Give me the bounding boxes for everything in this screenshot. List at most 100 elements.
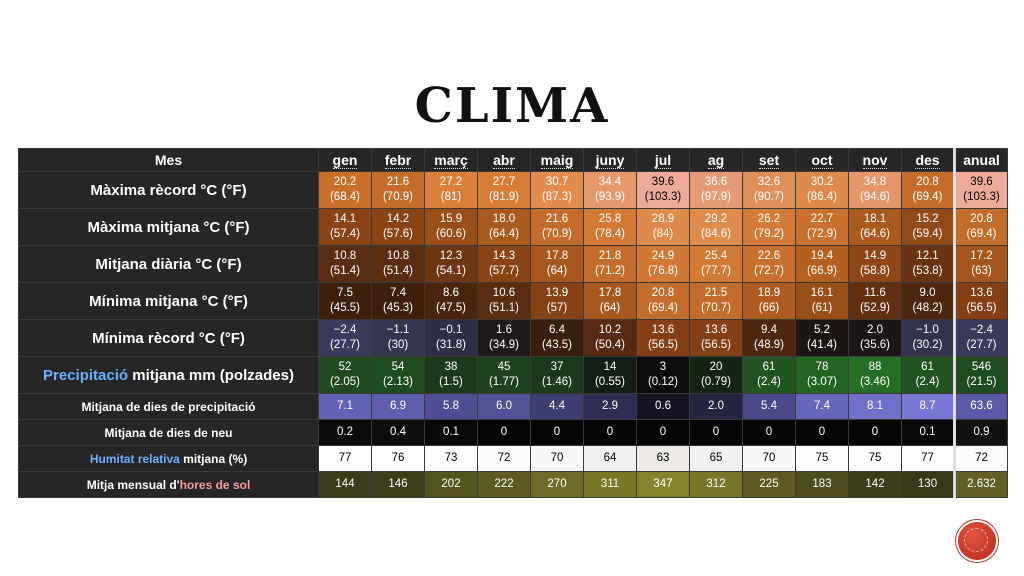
month-header[interactable]: set (742, 148, 796, 172)
month-link[interactable]: nov (862, 152, 888, 169)
table-row: Mitja mensual d'hores de sol 144 146 202 222… (18, 471, 1008, 498)
cell-secondary-value: (57.7) (488, 265, 520, 277)
cell-value: 130 (917, 478, 938, 490)
cell-value: 77 (338, 452, 352, 464)
month-link[interactable]: gen (332, 152, 358, 169)
month-link[interactable]: març (434, 152, 468, 169)
month-header[interactable]: des (901, 148, 955, 172)
month-cell: 34.4 (93.9) (583, 171, 637, 209)
cell-value: 183 (812, 478, 832, 490)
cell-secondary-value: (2.4) (915, 376, 940, 388)
month-cell: 63 (636, 445, 690, 472)
cell-value: 0.6 (655, 400, 671, 412)
month-cell: 70 (742, 445, 796, 472)
cell-value: 25.8 (598, 213, 622, 225)
cell-secondary-value: (77.7) (700, 265, 732, 277)
cell-secondary-value: (72.9) (806, 228, 838, 240)
row-label-link[interactable]: hores de sol (179, 477, 251, 492)
cell-secondary-value: (86.4) (806, 191, 838, 203)
month-header[interactable]: nov (848, 148, 902, 172)
cell-secondary-value: (56.5) (966, 302, 997, 314)
month-cell: 21.6 (70.9) (371, 171, 425, 209)
month-header[interactable]: juny (583, 148, 637, 172)
cell-value: 75 (868, 452, 882, 464)
cell-value: 15.2 (916, 213, 939, 225)
cell-value: 2.632 (967, 478, 996, 490)
month-link[interactable]: set (758, 152, 780, 169)
cell-secondary-value: (34.9) (488, 339, 520, 351)
month-cell: 45 (1.77) (477, 356, 531, 394)
annual-cell: 17.2 (63) (953, 245, 1008, 283)
month-cell: 78 (3.07) (795, 356, 849, 394)
cell-value: 7.4 (814, 400, 830, 412)
row-label-text: Màxima rècord °C (°F) (90, 181, 247, 199)
month-cell: 18.9 (66) (742, 282, 796, 320)
cell-value: 6.4 (549, 324, 565, 336)
cell-secondary-value: (72.7) (753, 265, 785, 277)
month-header[interactable]: abr (477, 148, 531, 172)
cell-secondary-value: (56.5) (700, 339, 732, 351)
table-row: Màxima mitjana °C (°F) 14.1 (57.4) 14.2 (57.… (18, 208, 1008, 246)
month-header[interactable]: oct (795, 148, 849, 172)
annual-cell: 39.6 (103.3) (953, 171, 1008, 209)
month-header[interactable]: gen (318, 148, 372, 172)
table-row: Precipitació mitjana mm (polzades) 52 (2.0… (18, 356, 1008, 394)
cell-value: 65 (709, 452, 723, 464)
month-cell: 30.7 (87.3) (530, 171, 584, 209)
navigation-button[interactable] (958, 522, 996, 560)
month-cell: 14.9 (58.8) (848, 245, 902, 283)
month-cell: 73 (424, 445, 478, 472)
month-header[interactable]: març (424, 148, 478, 172)
month-cell: 0.1 (424, 419, 478, 446)
cell-secondary-value: (2.13) (382, 376, 414, 388)
cell-value: 24.9 (651, 250, 675, 262)
row-label-text: Mínima rècord °C (°F) (92, 329, 245, 347)
month-cell: 11.6 (52.9) (848, 282, 902, 320)
cell-value: 20.8 (970, 213, 993, 225)
cell-secondary-value: (78.4) (594, 228, 626, 240)
month-link[interactable]: abr (493, 152, 515, 169)
month-cell: 6.9 (371, 393, 425, 420)
month-header[interactable]: ag (689, 148, 743, 172)
month-cell: 20.2 (68.4) (318, 171, 372, 209)
month-cell: 4.4 (530, 393, 584, 420)
month-cell: 0 (636, 419, 690, 446)
row-label-text[interactable]: Precipitació (43, 366, 129, 384)
row-label-text[interactable]: Humitat relativa (89, 451, 180, 466)
cell-secondary-value: (84) (652, 228, 674, 240)
cell-value: 17.2 (970, 250, 993, 262)
month-link[interactable]: ag (707, 152, 725, 169)
cell-value: 26.2 (757, 213, 781, 225)
month-header[interactable]: jul (636, 148, 690, 172)
month-link[interactable]: febr (384, 152, 412, 169)
cell-value: −0.1 (439, 324, 463, 336)
month-link[interactable]: maig (540, 152, 574, 169)
circle-icon (964, 528, 988, 552)
month-cell: 14.2 (57.6) (371, 208, 425, 246)
cell-secondary-value: (69.4) (912, 191, 943, 203)
month-header[interactable]: febr (371, 148, 425, 172)
month-cell: 21.5 (70.7) (689, 282, 743, 320)
month-cell: 64 (583, 445, 637, 472)
month-cell: 0 (689, 419, 743, 446)
annual-cell: 72 (953, 445, 1008, 472)
month-cell: 2.0 (35.6) (848, 319, 902, 357)
cell-value: 19.4 (810, 250, 834, 262)
month-header[interactable]: maig (530, 148, 584, 172)
row-label: Precipitació mitjana mm (polzades) (18, 356, 319, 394)
month-link[interactable]: jul (654, 152, 672, 169)
header-label: Mes (18, 148, 319, 172)
month-cell: 21.8 (71.2) (583, 245, 637, 283)
month-link[interactable]: des (915, 152, 940, 169)
month-cell: 18.1 (64.6) (848, 208, 902, 246)
month-cell: 77 (318, 445, 372, 472)
cell-secondary-value: (51.1) (488, 302, 520, 314)
cell-value: 10.8 (333, 250, 357, 262)
cell-value: 5.8 (443, 400, 459, 412)
cell-value: 72 (497, 452, 511, 464)
month-cell: 10.6 (51.1) (477, 282, 531, 320)
month-link[interactable]: oct (811, 152, 833, 169)
month-link[interactable]: juny (595, 152, 625, 169)
cell-value: 9.4 (761, 324, 777, 336)
cell-value: 63 (656, 452, 670, 464)
